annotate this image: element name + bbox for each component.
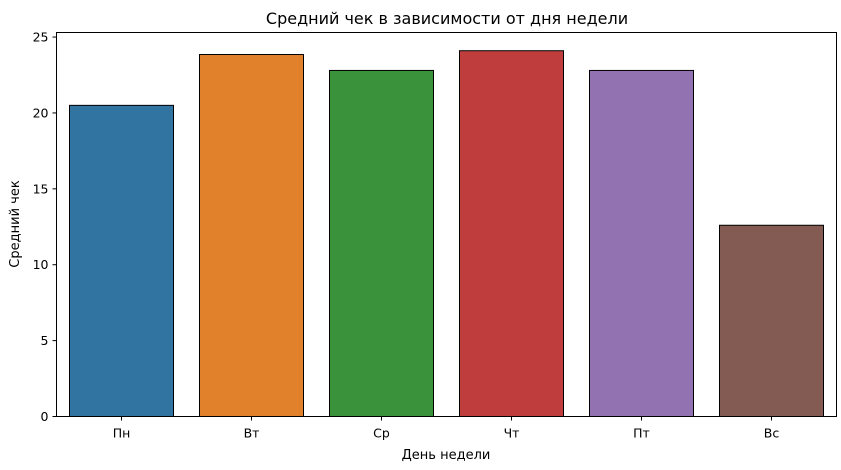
x-axis-ticks: Пн Вт Ср Чт Пт Вс (113, 416, 780, 441)
y-tick-label: 0 (41, 409, 49, 424)
y-tick-label: 10 (33, 257, 49, 272)
x-tick-label: Вт (244, 426, 260, 441)
y-axis-label: Средний чек (8, 180, 23, 268)
bars-group (69, 50, 824, 417)
x-tick-label: Пн (113, 426, 131, 441)
x-tick-label: Чт (504, 426, 520, 441)
x-axis-label: День недели (402, 448, 491, 463)
x-tick-label: Ср (373, 426, 390, 441)
plot-frame (56, 32, 837, 417)
bar-3 (329, 69, 434, 417)
bar-5 (589, 69, 694, 417)
bar-6 (719, 224, 824, 417)
x-tick-label: Пт (633, 426, 650, 441)
y-tick-label: 25 (33, 30, 49, 45)
bar-2 (199, 54, 304, 417)
bar-4 (459, 50, 564, 417)
y-tick-label: 20 (33, 105, 49, 120)
x-tick-label: Вс (764, 426, 780, 441)
y-tick-label: 15 (33, 181, 49, 196)
y-tick-label: 5 (41, 333, 49, 348)
chart-title: Средний чек в зависимости от дня недели (266, 9, 628, 28)
bar-1 (69, 104, 174, 417)
y-axis-ticks: 0 5 10 15 20 25 (33, 30, 57, 424)
